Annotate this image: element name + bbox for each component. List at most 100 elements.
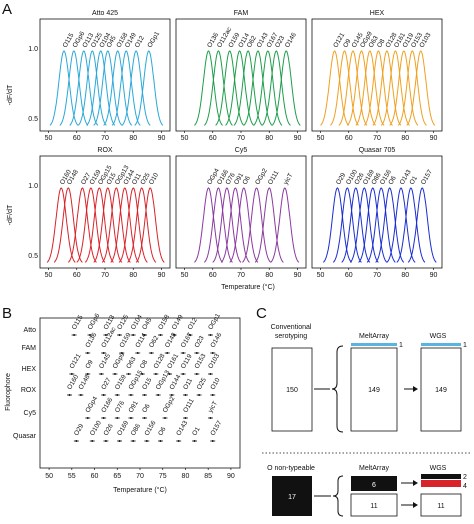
melt-curve <box>69 50 99 126</box>
conv-serotyping-label-2: serotyping <box>275 333 307 340</box>
tm-point <box>211 394 214 396</box>
tm-label: O166 <box>100 396 114 414</box>
melt-curve <box>332 187 362 263</box>
tm-point <box>102 352 105 354</box>
tm-point <box>116 417 119 419</box>
tm-label: O156 <box>143 419 157 437</box>
top-brace <box>331 345 344 433</box>
melt-xtick-label: 50 <box>181 135 189 142</box>
conv-serotyping-label-1: Conventional <box>271 324 312 331</box>
meltarray-bottom-typed-box <box>351 476 397 491</box>
tm-point <box>132 334 135 336</box>
tm-point <box>211 352 214 354</box>
melt-subplot-frame <box>175 155 307 269</box>
tm-point <box>102 394 105 396</box>
meltarray-top-highlight <box>351 343 397 346</box>
melt-peak-label: O146 <box>284 31 298 49</box>
tm-label: O121 <box>68 352 82 370</box>
panel-letter-b: B <box>2 305 12 322</box>
tm-label: O8 <box>139 359 150 370</box>
melt-xtick-label: 60 <box>73 272 81 279</box>
melt-xtick-label: 60 <box>209 272 217 279</box>
bottom-arrow-2-head <box>413 480 418 486</box>
tm-label: O25 <box>196 377 208 391</box>
tm-point <box>136 352 139 354</box>
melt-xtick-label: 60 <box>345 272 353 279</box>
tm-label: OGp4 <box>84 395 99 414</box>
wgs-bottom-side-bottom: 4 <box>463 483 467 490</box>
panel-a-ytick-bottom-2: 0.5 <box>28 253 38 260</box>
wgs-bottom-box <box>420 493 462 517</box>
conv-serotyping-count: 150 <box>286 387 298 394</box>
tm-point <box>143 417 146 419</box>
melt-subplot-title: Atto 425 <box>92 10 118 17</box>
melt-xtick-label: 60 <box>73 135 81 142</box>
tm-label: O91 <box>128 400 140 414</box>
melt-curve <box>338 50 368 126</box>
melt-xtick-label: 60 <box>345 135 353 142</box>
wgs-bottom-side-top: 2 <box>463 474 467 481</box>
tm-label: O26 <box>103 423 115 437</box>
panel-a-ytick-top-1: 1.0 <box>28 46 38 53</box>
tm-label: O112ac <box>100 326 118 349</box>
o-nontypeable-label: O non-typeable <box>267 465 315 472</box>
melt-peak-label: O157 <box>420 168 434 186</box>
o-nontypeable-count: 17 <box>288 494 296 501</box>
wgs-bottom-count: 11 <box>437 503 444 510</box>
panel-a-xlabel: Temperature (°C) <box>221 283 275 291</box>
tm-label: O6 <box>141 403 152 414</box>
tm-point <box>209 417 212 419</box>
wgs-top-highlight <box>421 343 461 346</box>
tm-label: O23 <box>193 335 205 349</box>
melt-peak-label: O6 <box>241 175 252 186</box>
tm-label: O6 <box>157 426 168 437</box>
tm-label: O125 <box>116 313 130 331</box>
meltarray-bottom-untyped-box <box>350 493 398 517</box>
melt-xtick-label: 80 <box>129 135 137 142</box>
melt-curve <box>254 187 284 263</box>
melt-peak-label: O10 <box>148 172 160 186</box>
tm-label: O62 <box>148 335 160 349</box>
meltarray-bottom-label: MeltArray <box>359 465 389 472</box>
melt-xtick-label: 50 <box>45 135 53 142</box>
melt-curve <box>203 187 233 263</box>
tm-label: O119 <box>180 353 194 370</box>
tm-label: O63 <box>125 356 137 370</box>
melt-curve <box>386 187 416 263</box>
tm-label: O136 <box>84 331 98 349</box>
tm-point <box>209 334 212 336</box>
melt-curve <box>220 187 250 263</box>
melt-curve <box>46 187 76 263</box>
wgs-bottom-label: WGS <box>430 465 447 472</box>
panel-b-xtick-label: 75 <box>159 473 167 480</box>
melt-curve <box>380 50 410 126</box>
melt-curve <box>358 187 388 263</box>
tm-label: O9 <box>84 359 95 370</box>
tm-label: O167 <box>180 331 194 349</box>
tm-point <box>118 440 121 442</box>
melt-xtick-label: 90 <box>294 135 302 142</box>
melt-subplot-title: Cy5 <box>235 147 248 154</box>
melt-curve <box>77 50 107 126</box>
melt-xtick-label: 80 <box>401 135 409 142</box>
panel-a-ytick-bottom-1: 1.0 <box>28 183 38 190</box>
panel-b-xtick-label: 60 <box>91 473 99 480</box>
meltarray-top-side: 1 <box>399 342 403 349</box>
melt-xtick-label: 50 <box>45 272 53 279</box>
tm-point <box>91 440 94 442</box>
tm-label: O12 <box>187 317 199 331</box>
fluor-row-label: HEX <box>22 366 37 373</box>
tm-point <box>184 417 187 419</box>
tm-label: O158 <box>157 313 171 331</box>
tm-point <box>141 373 144 375</box>
tm-point <box>86 352 89 354</box>
melt-curve <box>127 187 157 263</box>
panel-b-xtick-label: 65 <box>113 473 121 480</box>
tm-label: O144 <box>168 373 182 391</box>
melt-curve <box>406 50 436 126</box>
tm-label: O45 <box>141 317 153 331</box>
tm-point <box>209 373 212 375</box>
melt-curve <box>355 50 385 126</box>
panel-a-ylabel-top: -dF/dT <box>7 84 14 105</box>
